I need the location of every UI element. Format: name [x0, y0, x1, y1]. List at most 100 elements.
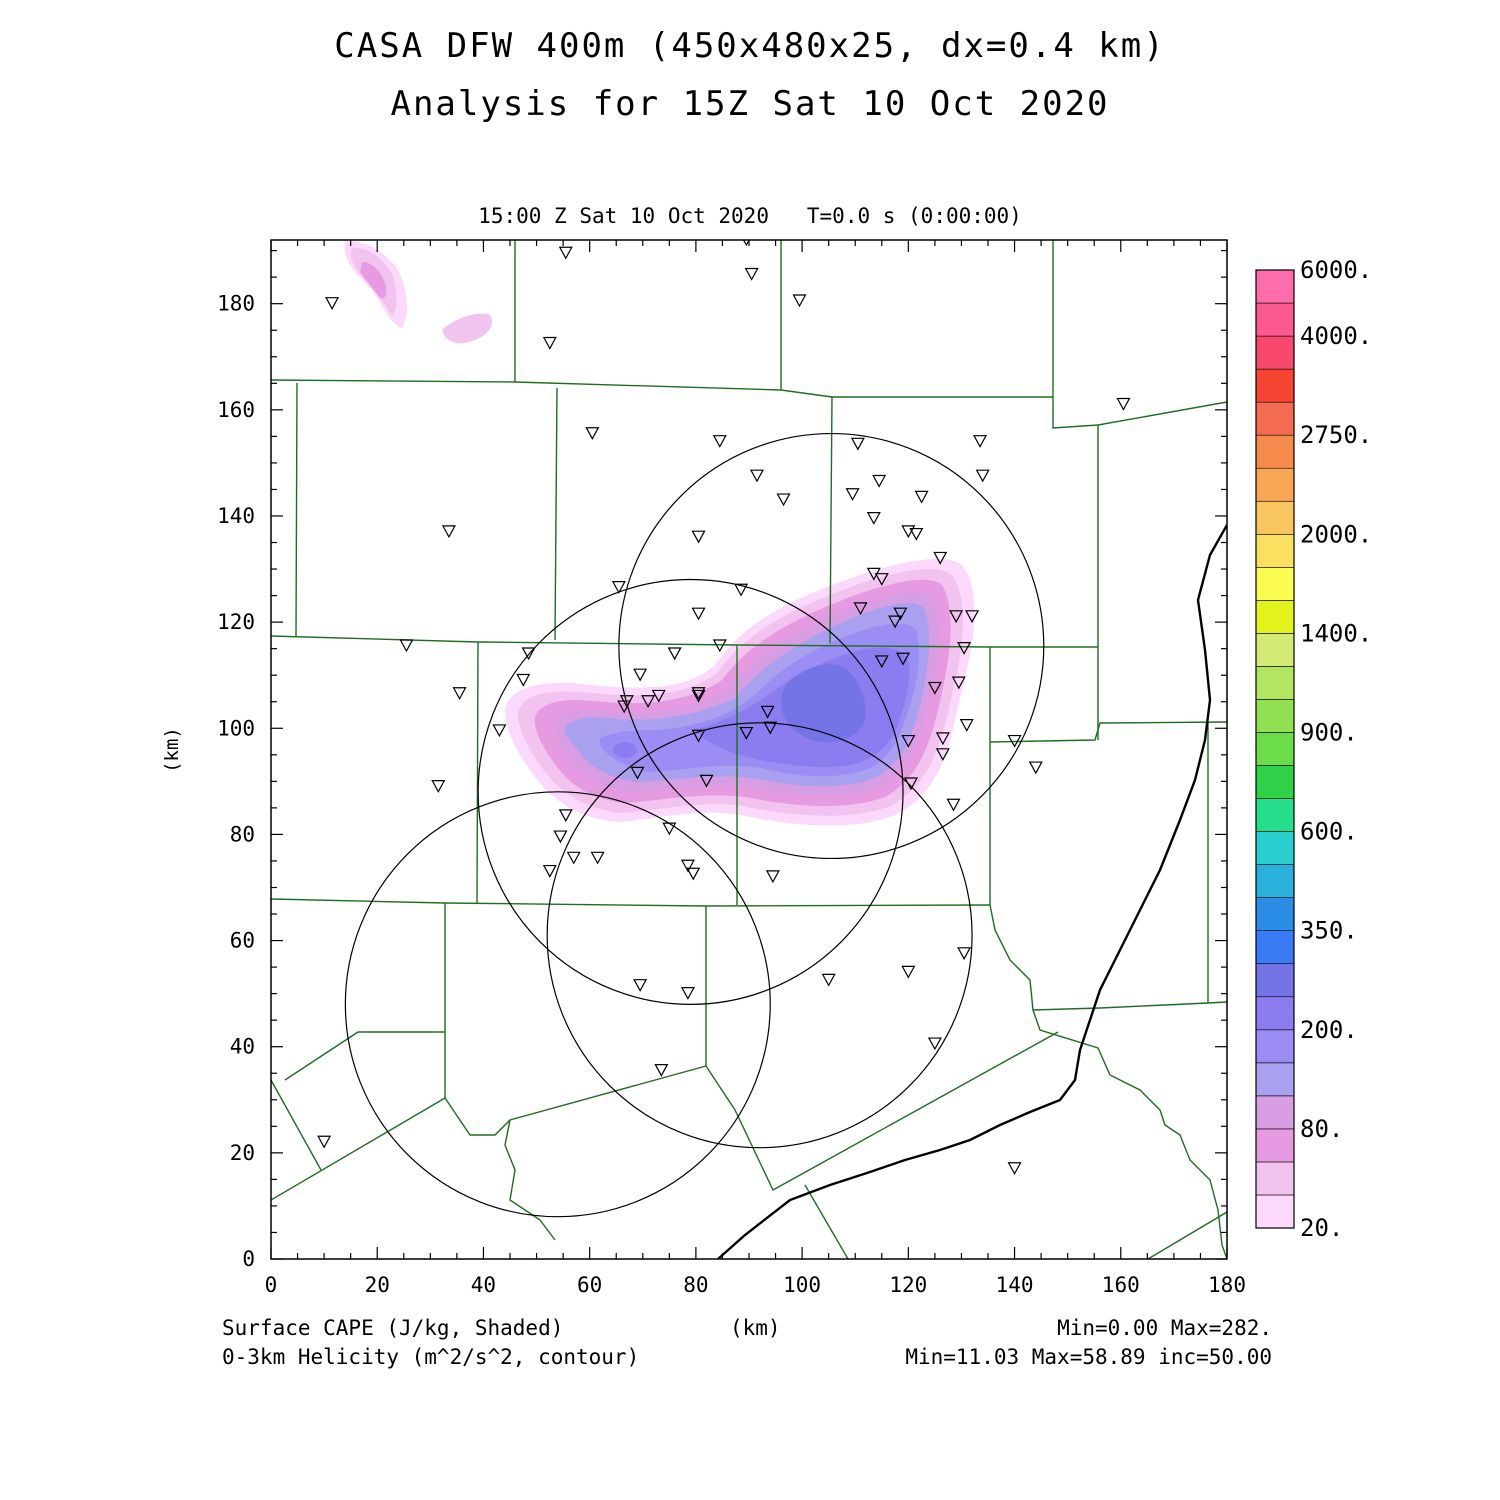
y-tick-label: 120 — [217, 610, 255, 634]
station-marker — [896, 652, 911, 666]
station-marker — [1007, 734, 1022, 748]
colorbar-swatch — [1255, 798, 1295, 832]
x-tick-label: 140 — [996, 1273, 1034, 1297]
station-marker — [680, 859, 695, 873]
y-tick-label: 60 — [230, 929, 255, 953]
colorbar-swatch — [1255, 1029, 1295, 1064]
station-marker — [558, 246, 573, 260]
y-axis-label: (km) — [161, 727, 183, 773]
station-marker — [845, 488, 860, 502]
helicity-contour-4 — [344, 791, 771, 1218]
colorbar-swatch — [1255, 996, 1295, 1031]
colorbar-swatch — [1255, 269, 1295, 304]
colorbar-swatch — [1255, 368, 1295, 403]
colorbar-label: 200. — [1300, 1016, 1358, 1044]
colorbar-swatch — [1255, 1128, 1295, 1163]
map-title: CASA DFW 400m (450x480x25, dx=0.4 km) — [334, 26, 1166, 66]
station-marker — [927, 681, 942, 695]
colorbar-swatch — [1255, 666, 1295, 700]
colorbar-swatch — [1255, 600, 1295, 634]
map-subtitle: Analysis for 15Z Sat 10 Oct 2020 — [390, 84, 1110, 124]
helicity-contour-3 — [546, 722, 973, 1149]
station-marker — [651, 689, 666, 703]
station-marker — [935, 732, 950, 746]
station-marker — [874, 573, 889, 586]
colorbar-swatch — [1255, 1095, 1295, 1130]
station-marker — [566, 851, 581, 865]
colorbar-frame — [1255, 269, 1295, 1229]
station-marker — [317, 1135, 332, 1149]
station-marker — [792, 294, 807, 308]
colorbar-swatch — [1255, 831, 1295, 865]
station-marker — [850, 437, 865, 451]
station-marker — [633, 668, 648, 682]
station-marker — [617, 700, 632, 714]
station-marker — [760, 705, 775, 719]
colorbar-swatch — [1255, 897, 1295, 931]
station-marker — [853, 602, 868, 616]
station-marker — [691, 530, 706, 544]
station-marker — [542, 864, 557, 878]
station-marker — [641, 695, 656, 708]
station-marker — [325, 297, 340, 310]
station-marker — [866, 512, 881, 525]
shaded-field-label: Surface CAPE (J/kg, Shaded) — [222, 1316, 564, 1340]
colorbar-label: 6000. — [1300, 256, 1372, 284]
station-marker — [553, 830, 568, 844]
station-marker — [951, 676, 966, 690]
valid-time-label: 15:00 Z Sat 10 Oct 2020 T=0.0 s (0:00:00… — [478, 204, 1022, 228]
station-marker — [585, 427, 600, 440]
colorbar-swatch — [1255, 633, 1295, 667]
station-marker — [874, 655, 889, 669]
station-marker — [909, 527, 924, 541]
station-marker — [765, 870, 780, 884]
colorbar: 20. 80. 200. 350. 600. 900. 1400. 2000. 2750. 400… — [1255, 256, 1372, 1242]
colorbar-label: 1400. — [1300, 619, 1372, 647]
station-marker — [965, 610, 980, 624]
colorbar-swatch — [1255, 500, 1295, 535]
station-marker — [893, 607, 908, 621]
station-marker — [662, 822, 677, 836]
station-marker — [872, 474, 887, 488]
colorbar-swatch — [1255, 533, 1295, 568]
station-marker — [821, 973, 836, 987]
x-tick-label: 100 — [783, 1273, 821, 1297]
axis-ticks — [270, 240, 1228, 1260]
colorbar-swatch — [1255, 467, 1295, 502]
station-marker — [776, 493, 791, 507]
colorbar-swatch — [1255, 765, 1295, 799]
axis-tick-labels: 0 20 40 60 80 100 120 140 160 180 0 20 40 60 80 100 120 1… — [217, 292, 1246, 1297]
station-marker — [667, 647, 682, 661]
station-marker — [691, 607, 706, 621]
colorbar-swatch — [1255, 963, 1295, 998]
colorbar-swatch — [1255, 864, 1295, 898]
colorbar-label: 350. — [1300, 917, 1358, 945]
station-marker — [744, 267, 759, 281]
station-marker — [935, 748, 950, 762]
station-marker — [949, 610, 964, 624]
station-marker — [699, 774, 714, 788]
cape-region-main — [505, 558, 975, 826]
station-marker — [959, 719, 974, 732]
station-marker — [903, 777, 918, 791]
colorbar-label: 600. — [1300, 818, 1358, 846]
station-marker — [975, 469, 990, 483]
colorbar-label: 900. — [1300, 718, 1358, 746]
station-marker — [431, 780, 446, 793]
cape-shading — [344, 241, 975, 826]
station-marker — [492, 724, 507, 738]
station-markers — [317, 240, 1131, 1176]
station-marker — [1007, 1162, 1022, 1176]
colorbar-swatch — [1255, 401, 1295, 436]
colorbar-label: 20. — [1300, 1214, 1343, 1242]
station-marker — [691, 687, 706, 701]
y-tick-label: 80 — [230, 822, 255, 846]
station-marker — [957, 947, 972, 961]
y-tick-label: 180 — [217, 292, 255, 316]
x-tick-label: 80 — [683, 1273, 708, 1297]
station-marker — [749, 469, 764, 483]
station-marker — [691, 729, 706, 743]
x-tick-label: 120 — [889, 1273, 927, 1297]
colorbar-swatch — [1255, 302, 1295, 337]
